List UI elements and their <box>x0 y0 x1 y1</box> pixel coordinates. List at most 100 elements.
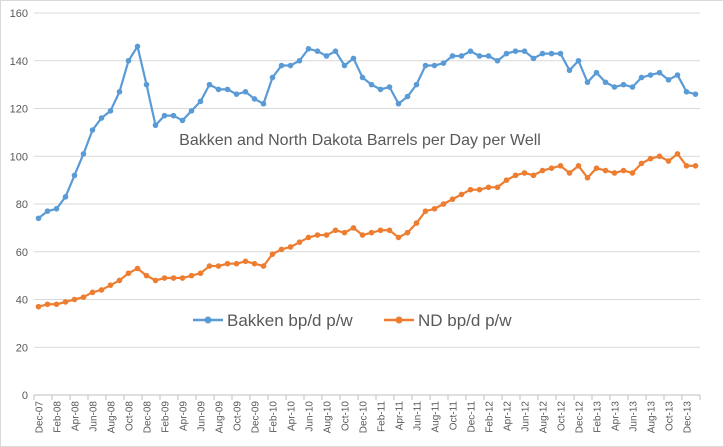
x-tick-label: Apr-12 <box>503 401 514 431</box>
y-tick-label: 0 <box>22 390 28 402</box>
data-point <box>80 151 87 157</box>
x-tick-label: Jun-13 <box>629 401 640 432</box>
chart-title: Bakken and North Dakota Barrels per Day … <box>179 132 541 149</box>
data-point <box>611 170 618 176</box>
x-tick-label: Feb-10 <box>269 401 280 433</box>
y-tick-labels: 0 20 40 60 80 100 120 140 160 <box>10 8 28 402</box>
data-point <box>557 163 564 169</box>
data-point <box>359 232 366 238</box>
x-tick-label: Aug-12 <box>539 401 550 434</box>
data-point <box>89 127 96 133</box>
data-point <box>539 167 546 174</box>
data-point <box>161 275 168 281</box>
data-point <box>53 205 60 212</box>
series-line <box>38 152 696 308</box>
data-point <box>602 79 609 86</box>
x-tick-label: Dec-08 <box>143 401 154 434</box>
x-tick-label: Dec-11 <box>467 401 478 433</box>
data-point <box>656 153 663 160</box>
data-point <box>512 172 519 179</box>
x-tick-labels: Dec-07 Feb-08 Apr-08 Jun-08 Aug-08 Oct-08 Dec-… <box>35 401 694 434</box>
data-point <box>458 191 465 198</box>
x-tick-label: Feb-12 <box>485 401 496 433</box>
data-point <box>125 57 132 64</box>
data-point <box>251 96 258 102</box>
data-point <box>629 170 636 176</box>
legend-item: Bakken bp/d p/w <box>193 311 353 330</box>
data-point <box>188 272 195 279</box>
data-point <box>638 74 645 81</box>
data-point <box>377 227 384 234</box>
data-point <box>44 301 51 308</box>
x-tick-label: Feb-11 <box>377 401 388 432</box>
data-point <box>431 205 438 212</box>
data-point <box>377 86 384 93</box>
gridlines <box>34 12 700 348</box>
data-point <box>260 100 267 107</box>
data-point <box>350 55 357 62</box>
data-point <box>431 62 438 69</box>
data-point <box>341 62 348 69</box>
data-point <box>242 258 249 265</box>
x-tick-label: Jun-08 <box>89 401 100 432</box>
data-point <box>44 208 51 214</box>
series-bakken <box>35 43 699 222</box>
data-point <box>602 167 609 174</box>
data-point <box>143 81 150 88</box>
data-point <box>665 158 672 164</box>
data-point <box>314 48 321 54</box>
data-point <box>386 227 393 234</box>
data-point <box>341 229 348 236</box>
data-point <box>107 282 114 288</box>
series-group <box>35 43 699 310</box>
data-point <box>80 294 87 300</box>
data-point <box>656 69 663 76</box>
data-point <box>521 48 528 54</box>
data-point <box>503 177 510 183</box>
x-tick-label: Aug-11 <box>431 401 442 433</box>
data-point <box>296 57 303 64</box>
x-tick-label: Dec-12 <box>575 401 586 434</box>
data-point <box>575 57 582 64</box>
data-point <box>692 91 699 97</box>
legend: Bakken bp/d p/w ND bp/d p/w <box>193 311 512 330</box>
data-point <box>440 60 447 66</box>
data-point <box>521 170 528 176</box>
data-point <box>62 194 69 200</box>
data-point <box>35 303 42 310</box>
data-point <box>368 229 375 236</box>
data-point <box>89 289 96 296</box>
data-point <box>278 246 285 253</box>
x-tick-label: Dec-09 <box>251 401 262 434</box>
y-tick-label: 80 <box>16 199 28 211</box>
x-tick-label: Jun-11 <box>413 401 424 431</box>
x-tick-label: Apr-11 <box>395 401 406 431</box>
x-tick-label: Aug-08 <box>107 401 118 434</box>
data-point <box>323 53 330 59</box>
data-point <box>359 74 366 81</box>
data-point <box>224 86 231 93</box>
data-point <box>98 287 105 293</box>
legend-label: ND bp/d p/w <box>418 311 512 330</box>
x-tick-label: Aug-09 <box>215 401 226 434</box>
data-point <box>683 163 690 169</box>
y-tick-label: 40 <box>16 295 28 307</box>
data-point <box>215 86 222 93</box>
data-point <box>566 170 573 176</box>
legend-item: ND bp/d p/w <box>384 311 512 330</box>
data-point <box>674 72 681 78</box>
data-point <box>530 55 537 62</box>
x-tick-label: Jun-12 <box>521 401 532 432</box>
data-point <box>503 50 510 57</box>
data-point <box>170 112 177 119</box>
data-point <box>494 184 501 191</box>
x-tick-label: Oct-12 <box>557 401 568 431</box>
x-tick-label: Oct-13 <box>665 401 676 431</box>
data-point <box>494 57 501 64</box>
data-point <box>593 165 600 171</box>
data-point <box>395 234 402 241</box>
data-point <box>530 172 537 179</box>
data-point <box>368 81 375 88</box>
x-tick-label: Oct-11 <box>449 401 460 431</box>
data-point <box>161 112 168 119</box>
